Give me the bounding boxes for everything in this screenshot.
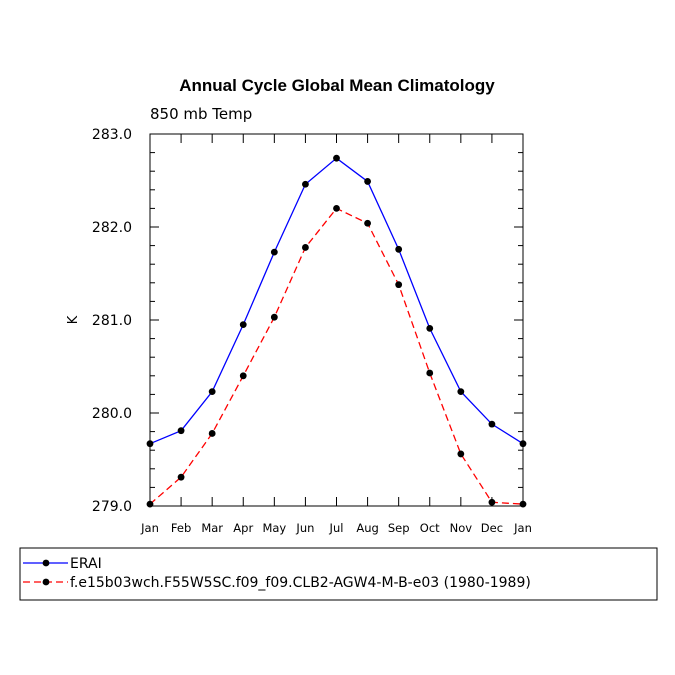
data-point	[395, 245, 403, 253]
data-point	[333, 154, 340, 162]
x-tick-label: Aug	[356, 521, 378, 535]
data-point	[395, 281, 403, 289]
x-tick-label: Apr	[233, 521, 253, 535]
data-point	[302, 244, 309, 251]
series-line-0	[149, 157, 524, 445]
x-tick-label: Jan	[140, 521, 159, 535]
x-tick-label: Oct	[420, 521, 440, 535]
x-tick-label: Jul	[329, 521, 344, 535]
data-point	[364, 219, 371, 227]
series-line-1	[149, 207, 524, 505]
data-point	[177, 427, 185, 435]
data-point	[239, 321, 247, 329]
data-point	[208, 430, 216, 437]
x-tick-label: Dec	[481, 521, 503, 535]
x-tick-label: May	[262, 521, 286, 535]
data-point	[457, 388, 465, 396]
data-point	[488, 498, 496, 506]
y-tick-label: 283.0	[92, 127, 132, 143]
x-tick-label: Jan	[513, 521, 532, 535]
data-point	[333, 205, 340, 212]
x-tick-label: Sep	[388, 521, 410, 535]
legend-box	[19, 547, 658, 601]
legend-marker	[42, 578, 50, 586]
data-point	[146, 500, 154, 508]
data-point	[177, 473, 185, 481]
x-tick-label: Nov	[450, 521, 473, 535]
data-point	[146, 440, 154, 448]
x-tick-label: Mar	[201, 521, 223, 535]
y-axis-label: K	[66, 315, 81, 324]
y-tick-label: 280.0	[92, 406, 132, 422]
x-tick-label: Jun	[295, 521, 314, 535]
legend-marker	[42, 559, 50, 567]
data-point	[239, 372, 247, 380]
data-point	[302, 180, 309, 188]
data-point	[426, 324, 434, 332]
y-tick-label: 281.0	[92, 313, 132, 329]
y-tick-label: 279.0	[92, 499, 132, 515]
data-point	[457, 450, 465, 458]
data-point	[519, 500, 527, 508]
data-point	[426, 369, 434, 377]
y-tick-label: 282.0	[92, 220, 132, 236]
legend-label-1: f.e15b03wch.F55W5SC.f09_f09.CLB2-AGW4-M-…	[70, 575, 531, 591]
chart-subtitle: 850 mb Temp	[150, 105, 252, 123]
data-point	[519, 440, 527, 448]
data-point	[364, 178, 371, 185]
data-point	[488, 420, 496, 428]
chart-title: Annual Cycle Global Mean Climatology	[179, 76, 495, 95]
data-point	[270, 313, 278, 321]
x-tick-label: Feb	[171, 521, 191, 535]
data-point	[208, 388, 216, 396]
data-point	[270, 248, 278, 256]
legend-label-0: ERAI	[70, 556, 102, 572]
plot-frame	[149, 133, 524, 507]
